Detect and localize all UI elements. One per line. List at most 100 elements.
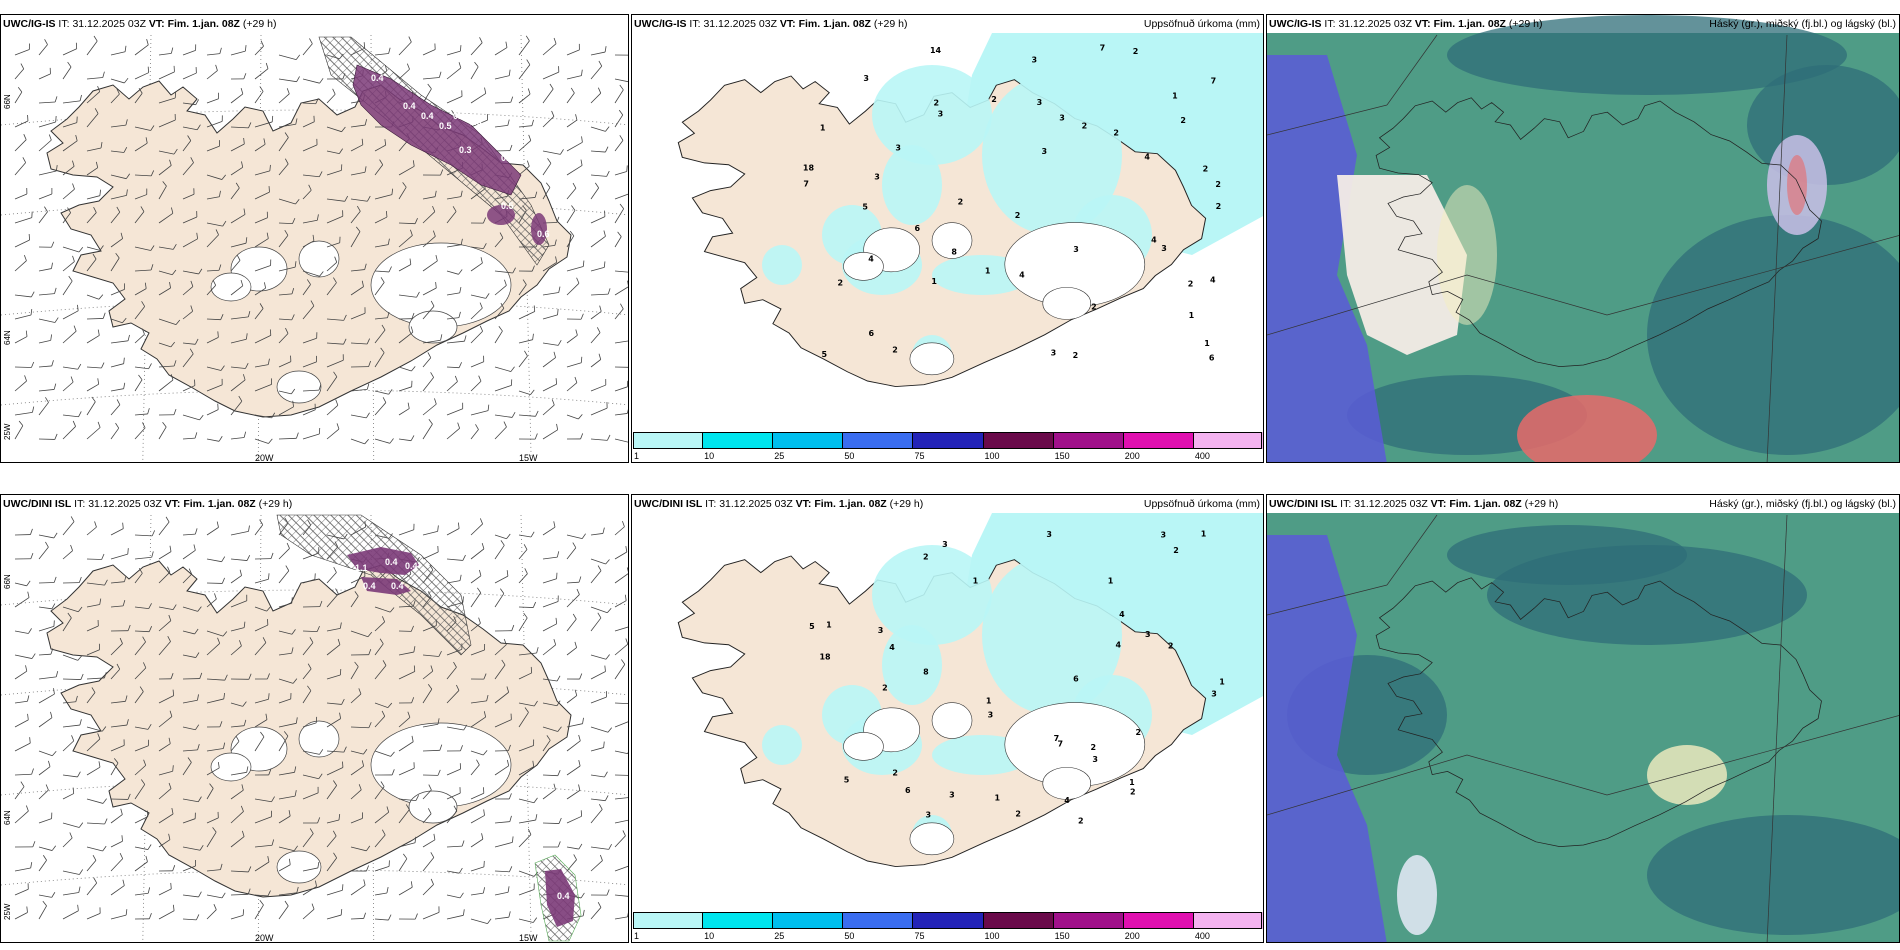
wind-barb [182, 757, 192, 776]
wind-barb [254, 606, 271, 612]
precip-value-label: 2 [1015, 211, 1021, 220]
icing-value-label: 0.3 [459, 145, 472, 155]
wind-barb [614, 865, 628, 872]
wind-barb [518, 700, 538, 707]
precip-value-label: 2 [1078, 816, 1084, 825]
wind-barb [494, 421, 507, 440]
icing-value-label: 0.4 [557, 891, 570, 901]
wind-barb [110, 252, 120, 272]
wind-barb [38, 433, 58, 440]
wind-barb [206, 742, 226, 752]
wind-barb [38, 892, 56, 898]
wind-barb [566, 717, 584, 728]
precip-value-label: 4 [1064, 796, 1070, 805]
wind-barb [86, 85, 101, 104]
wind-barb [14, 330, 28, 344]
glacier [843, 732, 884, 761]
wind-barb [110, 808, 123, 824]
wind-barb [566, 356, 583, 368]
wind-barb [350, 648, 372, 656]
wind-barb [470, 617, 481, 632]
wind-barb [182, 724, 200, 731]
wind-barb [518, 35, 530, 56]
wind-barb [590, 771, 608, 778]
wind-barb [62, 606, 83, 613]
wind-barb [614, 409, 628, 416]
wind-barb [446, 724, 468, 731]
wind-barb [614, 366, 628, 368]
wind-barb [158, 341, 175, 348]
wind-barb [422, 169, 444, 176]
precip-value-label: 6 [1073, 674, 1079, 683]
wind-barb [158, 318, 181, 325]
wind-barb [446, 909, 465, 920]
wind-barb [230, 45, 247, 56]
wind-barb [590, 87, 602, 104]
wind-barb [134, 844, 152, 850]
wind-barb [206, 264, 222, 272]
wind-barb [398, 402, 410, 416]
wind-barb [206, 692, 225, 704]
wind-barb [590, 288, 611, 296]
wind-barb [86, 818, 108, 825]
wind-barb [326, 588, 339, 608]
wind-barb [422, 282, 437, 296]
wind-barb [230, 569, 242, 584]
colorbar-tick-label: 75 [914, 931, 925, 941]
wind-barb [542, 783, 556, 800]
wind-barb [254, 438, 273, 444]
lat-label-25w: 25W [3, 903, 12, 920]
precip-colorbar: 1 10 25 50 75 100 150 200 400 [633, 432, 1263, 462]
wind-barb [62, 612, 72, 632]
wind-barb [326, 830, 337, 848]
wind-barb [182, 743, 200, 752]
wind-barb [254, 573, 270, 584]
wind-barb [158, 882, 172, 896]
wind-barb [110, 879, 125, 896]
wind-barb [470, 543, 485, 560]
wind-barb [182, 305, 194, 320]
wind-barb [254, 138, 266, 152]
wind-barb [206, 279, 217, 296]
wind-barb [14, 713, 29, 728]
wind-barb-map: 0.40.40.40.50.40.50.30.90.50.6 [1, 34, 628, 462]
wind-barb [302, 300, 315, 320]
wind-barb [278, 314, 295, 321]
wind-barb [206, 190, 221, 200]
wind-barb [446, 763, 461, 776]
wind-barb [470, 404, 490, 416]
colorbar-frame [633, 912, 1262, 929]
icing-value-label: 0.4 [403, 101, 416, 111]
wind-barb [110, 88, 120, 104]
wind-barb [62, 116, 78, 128]
wind-barb [374, 324, 386, 344]
wind-barb [86, 245, 104, 251]
precip-value-label: 1 [1219, 678, 1225, 687]
wind-barb [326, 668, 342, 680]
wind-barb [230, 237, 248, 248]
wind-barb [398, 804, 410, 824]
precip-value-label: 3 [942, 540, 948, 549]
wind-barb [254, 890, 271, 897]
wind-barb [38, 750, 57, 757]
wind-barb [590, 565, 602, 584]
wind-barb [302, 78, 324, 84]
wind-barb [302, 427, 321, 440]
wind-barb [182, 914, 200, 921]
wind-barb [566, 205, 576, 224]
precip-value-label: 2 [892, 346, 898, 355]
wind-barb [110, 119, 128, 128]
wind-barb [590, 210, 606, 224]
wind-barb [422, 784, 432, 800]
wind-barb [590, 843, 612, 850]
wind-barb [254, 86, 264, 104]
wind-barb [518, 160, 530, 176]
precip-value-label: 4 [1115, 641, 1121, 650]
wind-barb [86, 142, 103, 152]
wind-barb [614, 380, 628, 392]
wind-barb [374, 47, 391, 56]
wind-barb [38, 855, 47, 872]
wind-barb [518, 647, 539, 656]
wind-barb [302, 625, 320, 633]
wind-barb [350, 760, 365, 776]
